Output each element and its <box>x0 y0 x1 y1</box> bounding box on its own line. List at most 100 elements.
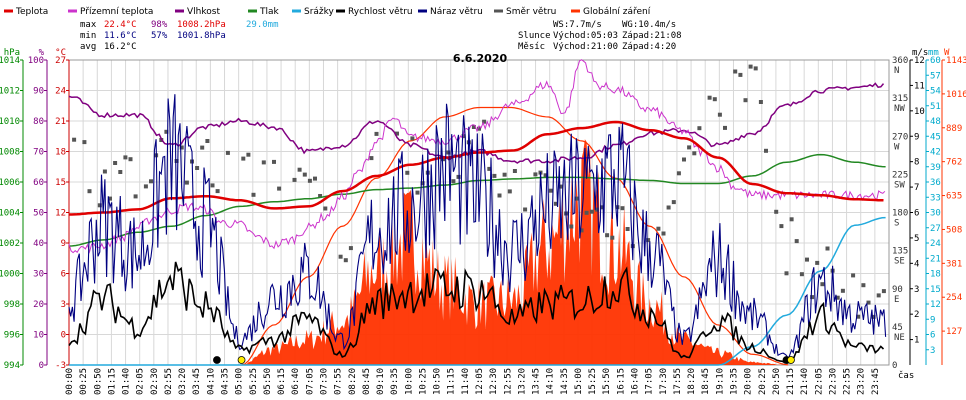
wind-direction-point <box>343 258 348 263</box>
x-tick-label: 22:55 <box>843 368 853 395</box>
hpa-axis-tick-label: 998 <box>4 300 20 310</box>
hpa-axis-tick-label: 1014 <box>0 56 20 66</box>
stat-min-hum: 57% <box>151 31 168 41</box>
ms-axis-unit: m/s <box>912 48 928 58</box>
wind-direction-point <box>456 174 461 179</box>
dir-compass-label: E <box>894 295 899 305</box>
x-tick-label: 07:55 <box>334 368 344 395</box>
mm-axis-tick-label: 9 <box>930 315 935 325</box>
series-wind-speed <box>68 261 885 364</box>
x-tick-label: 22:05 <box>814 368 824 395</box>
dir-deg-label: 225 <box>892 170 908 180</box>
wind-direction-point <box>548 188 553 193</box>
pct-axis-tick-label: 70 <box>33 148 44 158</box>
x-tick-label: 12:55 <box>503 368 513 395</box>
x-tick-label: 07:05 <box>305 368 315 395</box>
axes: hPa9949969981000100210041006100810101012… <box>0 48 966 371</box>
ms-axis-tick-label: 11 <box>914 81 925 91</box>
wind-direction-point <box>277 186 282 191</box>
x-tick-label: 15:00 <box>574 368 584 395</box>
deg-axis-tick-label: -3 <box>55 361 66 371</box>
w-axis-tick-label: 254 <box>946 293 962 303</box>
x-tick-label: 20:00 <box>744 368 754 395</box>
wind-direction-point <box>507 189 512 194</box>
x-tick-label: 00:50 <box>93 368 103 395</box>
wind-direction-point <box>671 200 676 205</box>
dir-compass-label: NE <box>894 333 905 343</box>
wind-direction-point <box>866 300 871 305</box>
wind-direction-point <box>825 246 830 251</box>
dir-compass-label: SW <box>894 180 905 190</box>
chart-title: 6.6.2020 <box>453 52 508 65</box>
x-tick-label: 03:20 <box>178 368 188 395</box>
pct-axis-tick-label: 40 <box>33 239 44 249</box>
pct-axis-tick-label: 80 <box>33 117 44 127</box>
wind-direction-point <box>446 150 451 155</box>
wind-direction-point <box>856 314 861 319</box>
x-tick-label: 02:55 <box>164 368 174 395</box>
x-tick-label: 00:00 <box>65 368 75 395</box>
deg-axis-tick-label: 27 <box>55 56 66 66</box>
pct-axis-tick-label: 0 <box>39 361 44 371</box>
wind-direction-point <box>205 139 210 143</box>
pct-axis-tick-label: 30 <box>33 270 44 280</box>
mm-axis-tick-label: 27 <box>930 224 941 234</box>
x-tick-label: 15:50 <box>602 368 612 395</box>
moon-set: Západ:4:20 <box>622 42 676 52</box>
x-tick-label: 23:20 <box>857 368 867 395</box>
wind-direction-point <box>215 189 220 194</box>
wind-direction-point <box>374 131 379 136</box>
deg-axis-tick-label: 12 <box>55 209 66 219</box>
x-tick-label: 17:30 <box>659 368 669 395</box>
dir-deg-label: 45 <box>892 323 903 333</box>
dir-deg-label: 180 <box>892 209 908 219</box>
x-tick-label: 20:50 <box>772 368 782 395</box>
wind-direction-point <box>774 209 779 214</box>
x-tick-label: 21:40 <box>800 368 810 395</box>
stat-avg-label: avg <box>80 42 96 52</box>
wind-direction-point <box>502 172 507 177</box>
wind-direction-point <box>307 178 312 183</box>
wind-direction-point <box>594 207 599 212</box>
wind-direction-point <box>881 289 886 294</box>
wind-direction-point <box>72 137 77 142</box>
pct-axis-tick-label: 10 <box>33 331 44 341</box>
wind-direction-point <box>415 190 420 195</box>
x-tick-label: 19:35 <box>729 368 739 395</box>
wind-direction-point <box>646 238 651 243</box>
x-tick-label: 10:50 <box>433 368 443 395</box>
stat-max-temp: 22.4°C <box>104 20 137 30</box>
w-axis-tick-label: 381 <box>946 259 962 269</box>
wind-direction-point <box>723 125 727 130</box>
mm-axis-tick-label: 15 <box>930 285 941 295</box>
wind-direction-point <box>149 179 153 184</box>
x-tick-label: 14:35 <box>560 368 570 395</box>
dir-deg-label: 270 <box>892 132 908 142</box>
stat-max-hum: 98% <box>151 20 168 30</box>
moon-label: Měsíc <box>518 42 545 52</box>
x-tick-label: 23:45 <box>871 368 881 395</box>
wind-direction-point <box>123 155 128 160</box>
wind-direction-point <box>113 161 118 165</box>
wind-direction-point <box>297 167 302 172</box>
wind-direction-point <box>861 283 866 288</box>
x-tick-label: 02:05 <box>136 368 146 395</box>
x-tick-label: 03:45 <box>192 368 202 395</box>
sunset-marker <box>787 356 795 364</box>
x-tick-label: 09:10 <box>376 368 386 395</box>
x-tick-label: 01:40 <box>122 368 132 395</box>
wind-direction-point <box>338 254 343 259</box>
stat-avg-temp: 16.2°C <box>104 42 137 52</box>
wind-direction-point <box>179 145 184 150</box>
wind-direction-point <box>743 98 748 103</box>
wind-direction-point <box>261 160 266 165</box>
x-tick-label: 21:15 <box>786 368 796 395</box>
moon-rise: Východ:21:00 <box>553 42 618 52</box>
mm-axis-tick-label: 30 <box>930 209 941 219</box>
wind-direction-point <box>748 64 753 69</box>
hpa-axis-unit: hPa <box>4 48 20 58</box>
wind-direction-point <box>272 159 276 164</box>
ms-axis-tick-label: 7 <box>914 183 919 193</box>
wind-direction-point <box>292 177 297 182</box>
x-tick-label: 05:50 <box>263 368 273 395</box>
